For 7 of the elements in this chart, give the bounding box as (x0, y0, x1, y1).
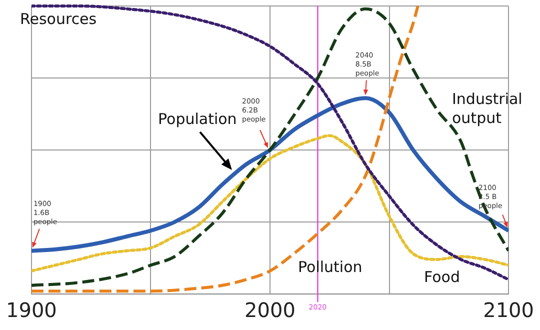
text: Population (158, 110, 237, 128)
x-tick-label: 2100 (483, 298, 534, 322)
series-label: Food (424, 268, 460, 286)
x-tick-label: 1900 (6, 298, 57, 322)
x-tick-label: 2000 (244, 298, 296, 322)
series-label: Industrial output (452, 90, 522, 127)
series-label: Resources (20, 10, 97, 28)
